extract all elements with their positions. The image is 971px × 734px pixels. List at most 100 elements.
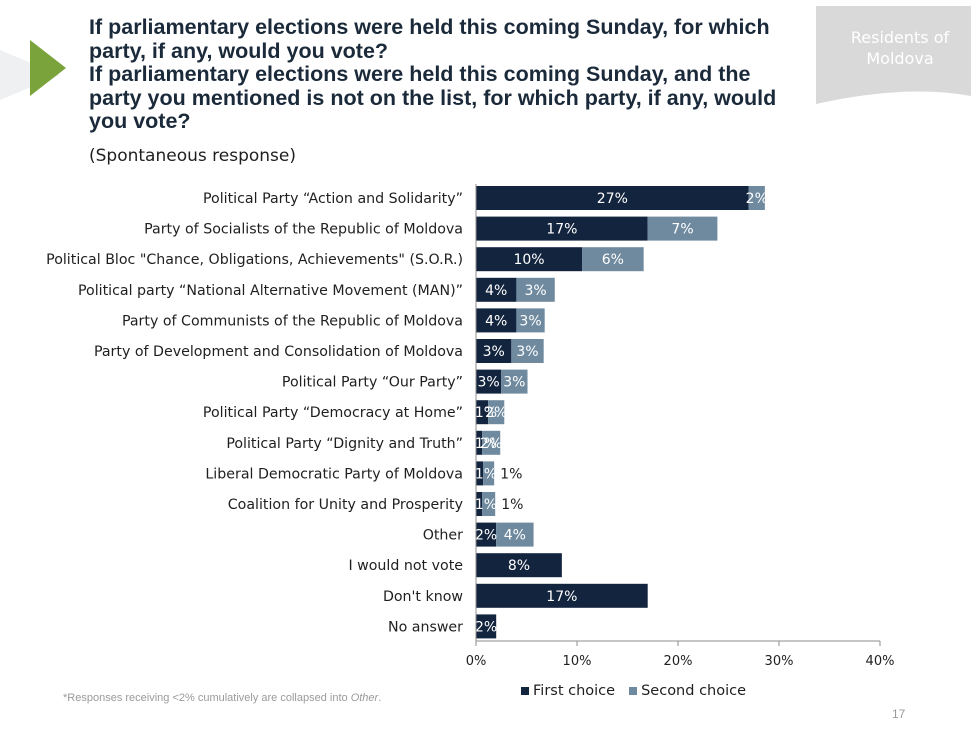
legend-label: First choice xyxy=(533,683,616,699)
bar-second-choice xyxy=(483,461,495,486)
bar-first-choice xyxy=(476,614,497,639)
bar-second-choice xyxy=(511,339,544,363)
legend-swatch-first xyxy=(521,687,529,695)
bar-first-choice xyxy=(476,369,502,394)
data-label-second: 3% xyxy=(524,283,546,299)
data-label-second: 3% xyxy=(516,344,538,360)
category-label: No answer xyxy=(388,619,463,635)
x-tick-label: 40% xyxy=(866,654,895,669)
bar-second-choice xyxy=(496,522,534,547)
badge-line: Residents of xyxy=(850,28,950,47)
bar-second-choice xyxy=(516,277,555,302)
data-label-first: 1% xyxy=(475,405,497,421)
legend-swatch-second xyxy=(629,687,638,695)
category-label: Coalition for Unity and Prosperity xyxy=(228,497,463,513)
badge-line: Moldova xyxy=(866,49,934,68)
x-tick-label: 30% xyxy=(765,654,794,669)
category-label: Political Party “Action and Solidarity” xyxy=(203,191,463,207)
bar-first-choice xyxy=(476,308,517,333)
play-arrow-icon xyxy=(30,40,66,96)
region-badge-text: Residents of Moldova xyxy=(816,27,971,69)
data-label-second: 2% xyxy=(480,436,502,452)
bar-second-choice xyxy=(488,400,505,425)
footnote: *Responses receiving <2% cumulatively ar… xyxy=(63,692,381,704)
chart-legend: First choice Second choice xyxy=(521,683,760,699)
data-label-first: 2% xyxy=(475,619,497,635)
footnote-emphasis: Other xyxy=(350,692,379,704)
data-label-first: 3% xyxy=(483,344,505,360)
bar-second-choice xyxy=(582,247,644,272)
data-label-first: 4% xyxy=(485,313,507,329)
bar-first-choice xyxy=(476,277,517,302)
question-line: party you mentioned is not on the list, … xyxy=(89,85,777,110)
bar-first-choice xyxy=(476,553,562,578)
legend-label: Second choice xyxy=(641,683,747,699)
data-label-first: 17% xyxy=(546,222,577,238)
bar-first-choice xyxy=(476,247,583,272)
category-label: Political Bloc "Chance, Obligations, Ach… xyxy=(46,252,463,268)
bar-second-choice xyxy=(501,369,528,394)
category-label: Liberal Democratic Party of Moldova xyxy=(205,466,463,482)
category-label: I would not vote xyxy=(348,558,463,574)
bar-first-choice xyxy=(476,522,497,547)
category-label: Political Party “Dignity and Truth” xyxy=(226,436,463,452)
legend-item-second: Second choice xyxy=(629,683,746,699)
question-line: you vote? xyxy=(89,109,191,133)
data-label-second: 3% xyxy=(503,375,525,391)
data-label-first: 10% xyxy=(513,252,544,268)
data-label-first: 1% xyxy=(475,466,497,482)
bar-first-choice xyxy=(476,461,484,486)
category-label: Don't know xyxy=(383,589,463,605)
data-label-second: 4% xyxy=(504,528,526,544)
category-label: Other xyxy=(423,528,463,544)
category-label: Political party “National Alternative Mo… xyxy=(78,283,463,299)
page-number: 17 xyxy=(892,707,906,721)
footnote-end: . xyxy=(378,692,382,704)
question-line: If parliamentary elections were held thi… xyxy=(89,15,770,39)
data-label-second: 6% xyxy=(602,252,624,268)
bar-second-choice xyxy=(748,186,765,210)
category-label: Political Party “Democracy at Home” xyxy=(203,405,463,421)
data-label-first: 27% xyxy=(597,191,628,207)
data-label-second: 2% xyxy=(746,191,768,207)
x-tick-label: 0% xyxy=(466,654,487,669)
data-label-second: 7% xyxy=(671,222,693,238)
category-label: Party of Development and Consolidation o… xyxy=(94,344,463,360)
x-tick-label: 20% xyxy=(664,654,693,669)
data-label-first: 1% xyxy=(475,497,497,513)
bar-first-choice xyxy=(476,339,512,363)
data-label-second: 2% xyxy=(485,405,507,421)
badge-shape xyxy=(816,6,971,104)
data-label-first: 17% xyxy=(546,589,577,605)
bar-first-choice xyxy=(476,430,483,455)
category-label: Party of Socialists of the Republic of M… xyxy=(144,222,463,238)
corner-decoration xyxy=(0,0,66,100)
bar-second-choice xyxy=(482,492,496,516)
footnote-text: *Responses receiving <2% cumulatively ar… xyxy=(63,692,351,704)
bar-first-choice xyxy=(476,583,648,608)
bar-second-choice xyxy=(482,430,501,455)
data-label-first: 4% xyxy=(485,283,507,299)
region-badge xyxy=(816,6,971,104)
question-line: If parliamentary elections were held thi… xyxy=(89,62,751,86)
data-label-first: 1% xyxy=(475,436,497,452)
bar-second-choice xyxy=(647,216,718,241)
x-tick-label: 10% xyxy=(563,654,592,669)
data-label-first: 2% xyxy=(475,528,497,544)
bar-first-choice xyxy=(476,216,648,241)
data-label-first: 3% xyxy=(478,375,500,391)
data-label-first: 8% xyxy=(508,558,530,574)
data-label-second: 1% xyxy=(501,497,523,513)
question-title: If parliamentary elections were held thi… xyxy=(89,15,809,134)
legend-item-first: First choice xyxy=(521,683,615,699)
category-label: Party of Communists of the Republic of M… xyxy=(122,313,463,329)
data-label-second: 3% xyxy=(519,313,541,329)
bar-second-choice xyxy=(516,308,545,333)
question-line: party, if any, would you vote? xyxy=(89,38,389,63)
data-label-second: 1% xyxy=(500,466,522,482)
bar-first-choice xyxy=(476,186,749,210)
subtitle: (Spontaneous response) xyxy=(89,146,296,166)
category-label: Political Party “Our Party” xyxy=(282,375,463,391)
bar-first-choice xyxy=(476,492,483,516)
